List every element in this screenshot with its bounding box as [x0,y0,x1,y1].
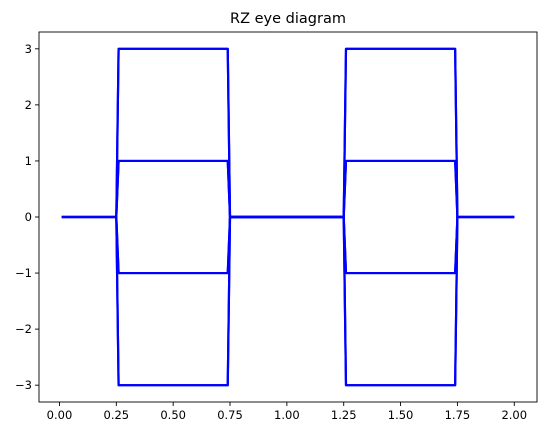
x-axis: 0.00 0.25 0.50 0.75 1.00 1.25 1.50 1.75 2.00 [47,402,527,422]
y-tick-label: −1 [15,266,32,280]
x-tick-label: 2.00 [501,408,527,422]
y-tick-label: 1 [25,154,32,168]
eye-trace-1 [61,47,515,219]
x-tick-label: 1.50 [388,408,414,422]
y-tick-label: −3 [15,378,32,392]
x-tick-label: 0.25 [104,408,130,422]
eye-trace-2 [61,159,515,219]
chart-title: RZ eye diagram [230,11,346,27]
x-tick-label: 1.25 [331,408,357,422]
x-tick-label: 1.00 [274,408,300,422]
x-tick-label: 0.75 [217,408,243,422]
eye-trace-3 [61,215,515,275]
eye-trace-8 [115,159,459,275]
y-tick-label: 2 [25,98,32,112]
trace-group [61,47,515,387]
x-tick-label: 1.75 [445,408,471,422]
y-tick-label: 0 [25,210,32,224]
x-tick-label: 0.50 [160,408,186,422]
x-tick-label: 0.00 [47,408,73,422]
y-axis: −3 −2 −1 0 1 2 3 [15,42,39,392]
y-tick-label: −2 [15,322,32,336]
y-tick-label: 3 [25,42,32,56]
eye-trace-4 [61,215,515,387]
